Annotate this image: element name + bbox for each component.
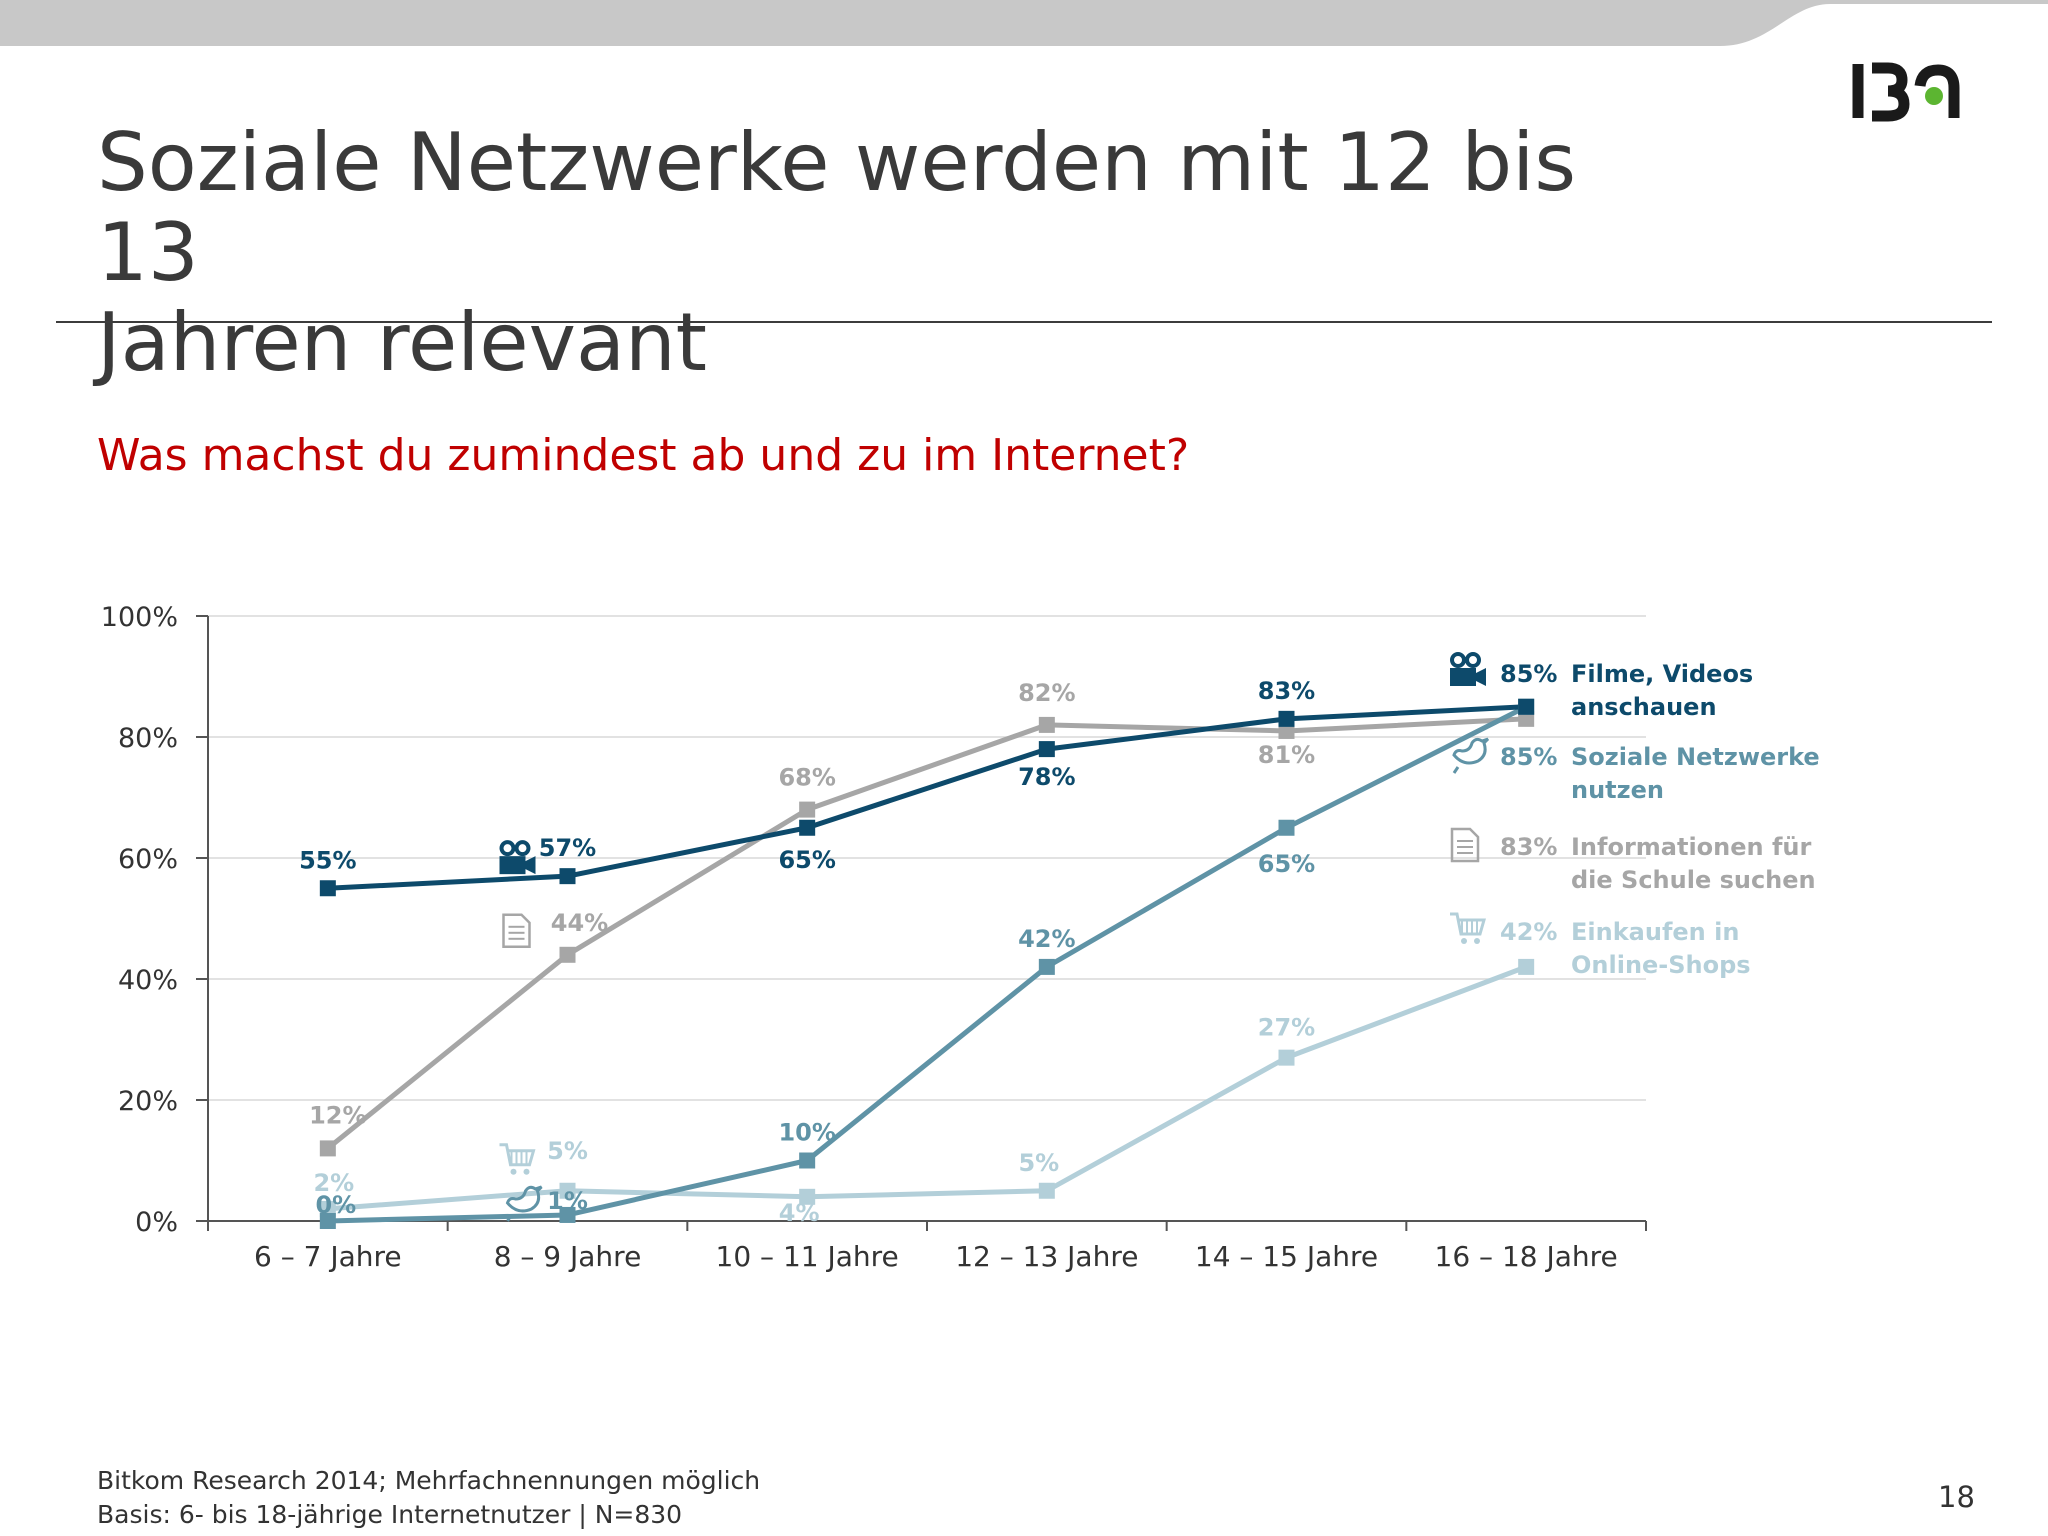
- data-label-shops: 5%: [547, 1137, 588, 1165]
- data-point-filme: [1038, 741, 1055, 758]
- data-label-sozial: 0%: [315, 1191, 356, 1219]
- y-tick-label: 20%: [118, 1086, 178, 1117]
- data-point-schule: [1038, 716, 1055, 733]
- x-tick-label: 8 – 9 Jahre: [494, 1240, 642, 1273]
- data-point-sozial: [1278, 819, 1295, 836]
- legend-label-sozial-line2: nutzen: [1571, 776, 1664, 804]
- data-label-filme: 83%: [1258, 677, 1315, 705]
- bird-icon: [505, 1185, 543, 1222]
- legend-value-schule: 83%: [1500, 833, 1557, 861]
- legend-label-sozial: Soziale Netzwerke: [1571, 743, 1820, 771]
- data-point-shops: [1278, 1049, 1295, 1066]
- top-decorative-bar: [0, 0, 2048, 46]
- y-tick-label: 40%: [118, 965, 178, 996]
- ibm-style-logo-icon: [1852, 62, 1960, 122]
- data-label-schule: 44%: [551, 909, 608, 937]
- legend-document-icon: [1450, 827, 1480, 863]
- legend-bird-icon: [1452, 737, 1490, 774]
- data-label-schule: 82%: [1018, 679, 1075, 707]
- source-footnote: Bitkom Research 2014; Mehrfachnennungen …: [97, 1466, 761, 1495]
- document-icon: [502, 913, 531, 949]
- data-point-filme: [1278, 710, 1295, 727]
- x-tick-label: 6 – 7 Jahre: [254, 1240, 402, 1273]
- legend-video-camera-icon: [1450, 652, 1486, 686]
- slide-title-line-2: Jahren relevant: [97, 296, 708, 389]
- y-tick-label: 80%: [118, 723, 178, 754]
- data-label-schule: 68%: [778, 764, 835, 792]
- y-tick-label: 0%: [135, 1207, 178, 1238]
- legend-label-filme: Filme, Videos: [1571, 660, 1753, 688]
- data-label-filme: 78%: [1018, 763, 1075, 791]
- page-number: 18: [1938, 1480, 1975, 1514]
- data-label-sozial: 10%: [778, 1119, 835, 1147]
- data-point-sozial: [799, 1152, 816, 1169]
- data-point-shops: [799, 1188, 816, 1205]
- x-tick-label: 10 – 11 Jahre: [716, 1240, 899, 1273]
- legend-shopping-cart-icon: [1450, 912, 1486, 944]
- series-line-shops: [327, 964, 1528, 1212]
- data-label-shops: 4%: [779, 1199, 820, 1227]
- x-tick-label: 16 – 18 Jahre: [1435, 1240, 1618, 1273]
- slide-title: Soziale Netzwerke werden mit 12 bis 13 J…: [97, 118, 1697, 388]
- data-point-filme: [559, 868, 576, 885]
- data-point-filme: [319, 880, 336, 897]
- data-point-filme: [1518, 698, 1535, 715]
- data-point-schule: [799, 801, 816, 818]
- data-point-sozial: [559, 1206, 576, 1223]
- data-point-filme: [799, 819, 816, 836]
- series-line-schule: [326, 716, 1527, 1151]
- legend-value-filme: 85%: [1500, 660, 1557, 688]
- data-label-sozial: 1%: [547, 1187, 588, 1215]
- data-label-sozial: 42%: [1018, 925, 1075, 953]
- legend-label-schule: Informationen für: [1571, 833, 1812, 861]
- data-label-filme: 65%: [778, 846, 835, 874]
- y-tick-label: 100%: [101, 602, 178, 633]
- data-point-shops: [1518, 958, 1535, 975]
- line-chart: 0% 20% 40% 60% 80% 100% 6 – 7 Jahre 8 – 9 Jahre…: [101, 602, 1820, 1273]
- legend-label-schule-line2: die Schule suchen: [1571, 866, 1816, 894]
- data-point-shops: [1038, 1182, 1055, 1199]
- series-line-sozial: [327, 704, 1528, 1224]
- x-tick-label: 14 – 15 Jahre: [1195, 1240, 1378, 1273]
- video-camera-icon: [499, 840, 536, 875]
- legend-value-shops: 42%: [1500, 918, 1557, 946]
- legend-label-shops-line2: Online-Shops: [1571, 951, 1751, 979]
- data-label-schule: 12%: [309, 1101, 366, 1129]
- data-label-schule: 81%: [1258, 741, 1315, 769]
- data-label-shops: 2%: [313, 1169, 354, 1197]
- legend-value-sozial: 85%: [1500, 743, 1557, 771]
- data-label-filme: 55%: [299, 846, 356, 874]
- data-point-schule: [1278, 722, 1295, 739]
- y-tick-label: 60%: [118, 844, 178, 875]
- data-label-shops: 27%: [1258, 1014, 1315, 1042]
- data-point-schule: [559, 946, 576, 963]
- legend-label-shops: Einkaufen in: [1571, 918, 1739, 946]
- title-divider: [56, 321, 1992, 323]
- shopping-cart-icon: [499, 1143, 536, 1175]
- chart-question: Was machst du zumindest ab und zu im Int…: [97, 430, 1190, 481]
- slide-title-line-1: Soziale Netzwerke werden mit 12 bis 13: [97, 116, 1577, 299]
- data-point-sozial: [1038, 958, 1055, 975]
- legend-label-filme-line2: anschauen: [1571, 693, 1717, 721]
- series-line-filme: [327, 704, 1527, 891]
- data-point-shops: [559, 1182, 576, 1199]
- data-point-shops: [319, 1200, 336, 1217]
- data-point-schule: [1518, 710, 1535, 727]
- basis-footnote: Basis: 6- bis 18-jährige Internetnutzer …: [97, 1500, 683, 1529]
- data-point-schule: [319, 1140, 336, 1157]
- data-label-shops: 5%: [1018, 1149, 1059, 1177]
- data-point-sozial: [319, 1213, 336, 1229]
- data-label-filme: 57%: [539, 834, 596, 862]
- x-tick-label: 12 – 13 Jahre: [955, 1240, 1138, 1273]
- data-label-sozial: 65%: [1258, 850, 1315, 878]
